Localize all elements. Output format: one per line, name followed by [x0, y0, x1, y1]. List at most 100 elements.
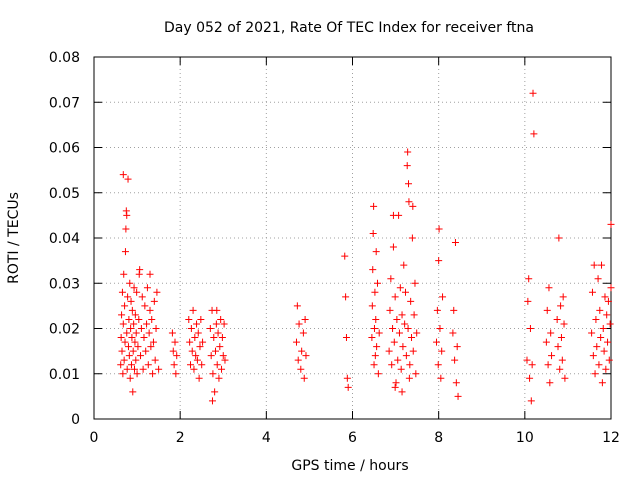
data-point — [394, 356, 402, 364]
data-point — [370, 202, 378, 210]
data-point — [208, 397, 216, 405]
data-point — [368, 302, 376, 310]
data-point — [526, 374, 534, 382]
data-point — [369, 229, 377, 237]
data-point — [301, 315, 309, 323]
data-point — [592, 315, 600, 323]
data-point — [155, 365, 163, 373]
data-point — [391, 293, 399, 301]
data-point — [297, 365, 305, 373]
data-point — [524, 297, 532, 305]
data-point — [221, 356, 229, 364]
data-point — [218, 365, 226, 373]
data-point — [436, 325, 444, 332]
data-point — [451, 239, 459, 247]
y-tick-label: 0.04 — [49, 231, 80, 247]
x-tick-label: 0 — [90, 430, 99, 446]
data-point — [405, 180, 413, 188]
data-point — [141, 302, 149, 310]
data-point — [408, 334, 416, 342]
data-point — [118, 288, 126, 296]
data-point — [125, 352, 133, 360]
data-point — [369, 266, 377, 274]
data-point — [344, 383, 352, 391]
data-point — [598, 261, 606, 269]
data-point — [438, 347, 446, 355]
y-tick-label: 0.07 — [49, 95, 80, 111]
data-point — [451, 356, 459, 364]
y-tick-label: 0.01 — [49, 367, 80, 383]
data-point — [213, 306, 221, 314]
data-point — [409, 202, 417, 210]
data-point — [373, 279, 381, 287]
data-point — [169, 347, 177, 355]
data-point — [144, 361, 152, 369]
data-point — [411, 279, 419, 287]
data-point — [130, 320, 138, 328]
x-tick-label: 2 — [176, 430, 185, 446]
data-point — [389, 211, 397, 219]
data-point — [126, 374, 134, 382]
data-point — [391, 383, 399, 391]
data-point — [604, 338, 612, 346]
data-point — [529, 89, 537, 97]
data-point — [127, 325, 135, 332]
data-point — [606, 320, 614, 328]
data-point — [124, 293, 132, 301]
data-point — [400, 261, 408, 269]
data-point — [454, 392, 462, 400]
y-tick-label: 0.05 — [49, 186, 80, 202]
data-point — [209, 370, 217, 378]
data-point — [117, 361, 125, 369]
grid-lines — [94, 57, 611, 419]
data-point — [607, 284, 615, 292]
data-point — [558, 356, 566, 364]
data-point — [453, 343, 461, 351]
data-point — [412, 370, 420, 378]
data-point — [450, 306, 458, 314]
data-point — [130, 284, 138, 292]
data-point — [602, 365, 610, 373]
data-point — [152, 325, 160, 332]
data-point — [404, 148, 412, 156]
data-point — [131, 311, 139, 319]
data-point — [449, 329, 457, 337]
data-point — [435, 225, 443, 233]
data-point — [590, 261, 598, 269]
data-point — [173, 352, 181, 360]
data-point — [588, 288, 596, 296]
data-point — [146, 306, 154, 314]
x-axis-label: GPS time / hours — [291, 458, 408, 474]
data-point — [206, 325, 214, 332]
data-point — [196, 343, 204, 351]
data-point — [142, 347, 150, 355]
data-point — [118, 311, 126, 319]
data-point — [386, 306, 394, 314]
data-point — [389, 325, 397, 332]
data-point — [292, 338, 300, 346]
data-point — [397, 365, 405, 373]
data-point — [214, 329, 222, 337]
data-point — [215, 374, 223, 382]
data-point — [555, 234, 563, 242]
data-point — [405, 198, 413, 206]
y-tick-label: 0.02 — [49, 322, 80, 338]
data-point — [146, 270, 154, 278]
data-point — [544, 361, 552, 369]
data-point — [119, 320, 127, 328]
data-point — [559, 293, 567, 301]
data-point — [132, 356, 140, 364]
data-point — [399, 343, 407, 351]
data-point — [211, 388, 219, 396]
data-point — [589, 352, 597, 360]
data-point — [216, 343, 224, 351]
data-point — [398, 388, 406, 396]
y-tick-label: 0.03 — [49, 276, 80, 292]
data-point — [195, 374, 203, 382]
data-point — [371, 352, 379, 360]
data-point — [530, 130, 538, 138]
data-point — [595, 361, 603, 369]
y-axis-label: ROTI / TECUs — [6, 192, 22, 284]
data-point — [193, 320, 201, 328]
